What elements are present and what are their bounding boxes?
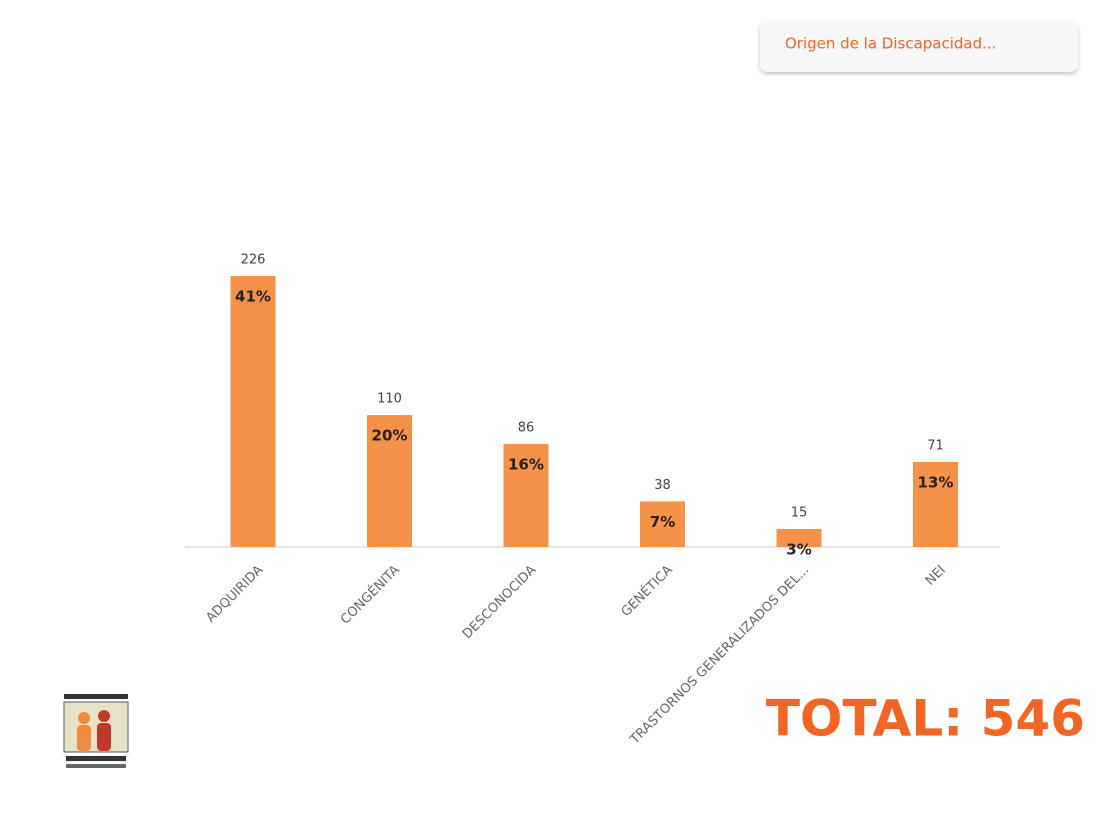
- value-label: 38: [654, 478, 671, 493]
- value-label: 226: [241, 253, 266, 268]
- logo-bar: [64, 694, 128, 699]
- logo-head: [78, 712, 90, 724]
- percent-label: 41%: [235, 288, 271, 306]
- logo-body: [97, 723, 111, 751]
- dropdown-label[interactable]: Origen de la Discapacidad...: [785, 35, 996, 53]
- bar: [913, 461, 958, 547]
- value-label: 71: [927, 438, 944, 453]
- bar: [776, 529, 822, 547]
- percent-label: 16%: [508, 455, 544, 473]
- x-tick-label: GENÉTICA: [618, 562, 676, 620]
- dropdown-box[interactable]: [760, 21, 1078, 72]
- logo-box: [63, 701, 129, 753]
- x-tick-label: DESCONOCIDA: [460, 563, 540, 643]
- value-label: 110: [377, 392, 402, 407]
- logo: [63, 694, 129, 768]
- bar: [503, 443, 549, 547]
- filter-dropdown[interactable]: Origen de la Discapacidad...: [760, 21, 1078, 72]
- x-tick-label: ADQUIRIDA: [203, 563, 266, 626]
- logo-head: [98, 710, 110, 722]
- logo-body: [77, 725, 91, 751]
- total-label: TOTAL: 546: [766, 690, 1085, 748]
- percent-label: 7%: [650, 513, 675, 531]
- x-tick-label: NEI: [923, 563, 949, 589]
- logo-bar: [66, 764, 126, 768]
- value-label: 15: [791, 506, 808, 521]
- value-label: 86: [518, 420, 535, 435]
- bar: [640, 501, 685, 547]
- percent-label: 20%: [372, 427, 408, 445]
- bar: [367, 415, 412, 547]
- percent-label: 3%: [786, 541, 811, 559]
- x-tick-label: CONGÉNITA: [337, 562, 403, 628]
- bar: [230, 276, 276, 547]
- logo-bar: [66, 756, 126, 761]
- percent-label: 13%: [918, 473, 954, 491]
